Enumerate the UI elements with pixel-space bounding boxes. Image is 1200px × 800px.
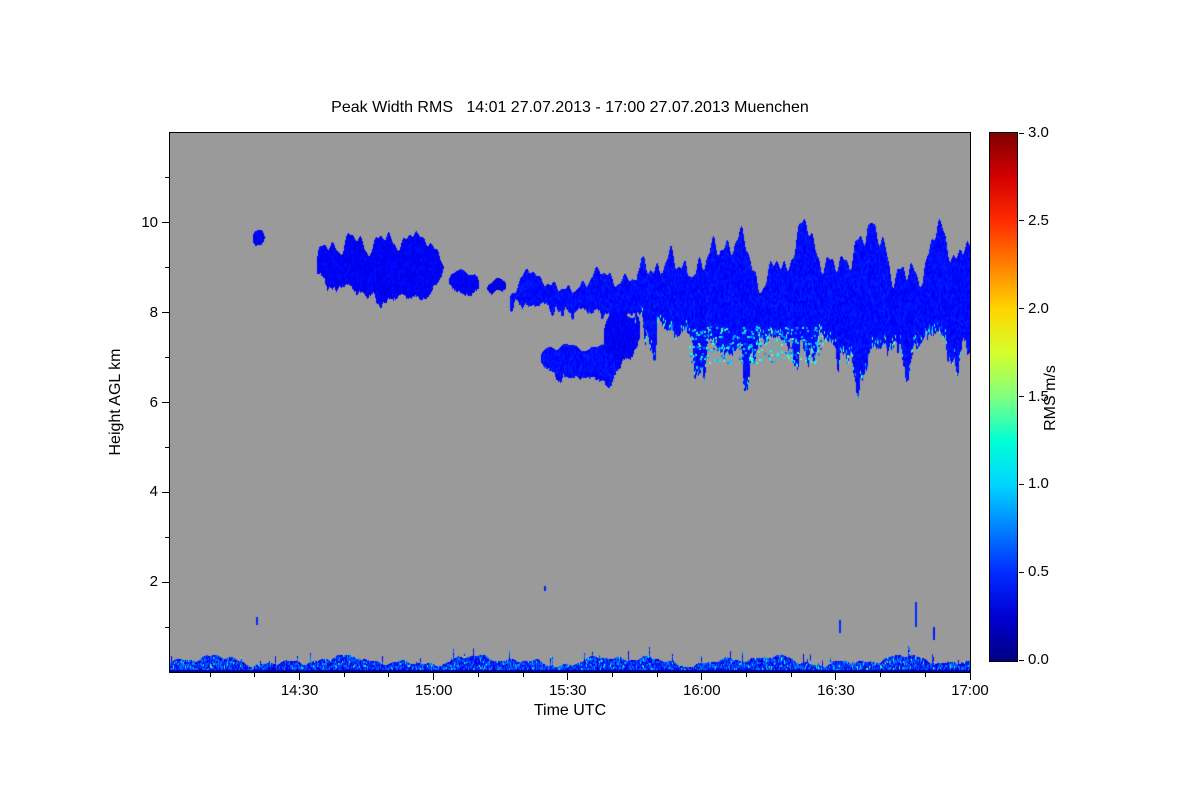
x-tick-label: 15:30	[548, 682, 587, 699]
x-minor-tick-mark	[254, 673, 256, 677]
y-minor-tick-mark	[165, 536, 169, 538]
colorbar-tick-label: 1.5	[1028, 387, 1049, 405]
y-tick-mark	[162, 312, 169, 314]
colorbar	[989, 132, 1018, 662]
y-tick-label: 8	[149, 303, 158, 321]
colorbar-tick-label: 2.5	[1028, 211, 1049, 229]
x-tick-label: 17:00	[951, 682, 989, 699]
x-minor-tick-mark	[611, 673, 613, 677]
y-tick-mark	[162, 491, 169, 493]
x-tick-mark	[433, 673, 435, 680]
colorbar-tick-mark	[1019, 132, 1024, 134]
x-axis-label: Time UTC	[533, 702, 607, 719]
x-minor-tick-mark	[343, 673, 345, 677]
x-minor-tick-mark	[477, 673, 479, 677]
colorbar-tick-mark	[1019, 396, 1024, 397]
y-minor-tick-mark	[165, 357, 169, 359]
x-minor-tick-mark	[656, 673, 658, 677]
x-minor-tick-mark	[746, 673, 748, 677]
colorbar-tick-label: 2.0	[1028, 299, 1049, 317]
x-tick-mark	[701, 673, 703, 680]
colorbar-tick-mark	[1019, 308, 1024, 310]
colorbar-gradient	[990, 133, 1017, 661]
x-tick-label: 14:30	[280, 682, 319, 699]
y-tick-mark	[162, 581, 169, 583]
x-minor-tick-mark	[924, 673, 926, 677]
x-minor-tick-mark	[522, 673, 524, 677]
y-tick-label: 4	[149, 483, 158, 501]
colorbar-tick-mark	[1019, 220, 1024, 222]
x-tick-label: 16:00	[683, 682, 721, 699]
colorbar-tick-mark	[1019, 483, 1024, 485]
y-minor-tick-mark	[165, 446, 169, 448]
colorbar-tick-label: 0.5	[1028, 563, 1049, 581]
y-tick-mark	[162, 222, 169, 224]
colorbar-tick-label: 3.0	[1028, 124, 1049, 141]
colorbar-tick-mark	[1019, 571, 1024, 573]
x-tick-mark	[567, 673, 569, 680]
y-tick-mark	[162, 402, 169, 403]
x-minor-tick-mark	[209, 673, 211, 677]
colorbar-tick-mark	[1019, 659, 1024, 661]
chart-title: Peak Width RMS 14:01 27.07.2013 - 17:00 …	[331, 99, 809, 116]
x-minor-tick-mark	[790, 673, 792, 677]
y-minor-tick-mark	[165, 177, 169, 179]
x-minor-tick-mark	[880, 673, 882, 677]
y-minor-tick-mark	[165, 626, 169, 628]
x-tick-label: 16:30	[817, 682, 855, 699]
y-tick-label: 10	[141, 213, 158, 231]
x-tick-mark	[835, 673, 837, 680]
x-tick-mark	[969, 673, 971, 680]
y-minor-tick-mark	[165, 267, 169, 269]
x-tick-label: 15:00	[414, 682, 453, 699]
colorbar-tick-label: 0.0	[1028, 651, 1049, 668]
y-tick-label: 6	[149, 393, 158, 411]
y-tick-label: 2	[149, 573, 158, 591]
heatmap-canvas	[170, 133, 970, 672]
x-minor-tick-mark	[388, 673, 390, 677]
x-tick-mark	[299, 673, 301, 680]
plot-area	[169, 132, 971, 673]
colorbar-tick-label: 1.0	[1028, 475, 1049, 493]
